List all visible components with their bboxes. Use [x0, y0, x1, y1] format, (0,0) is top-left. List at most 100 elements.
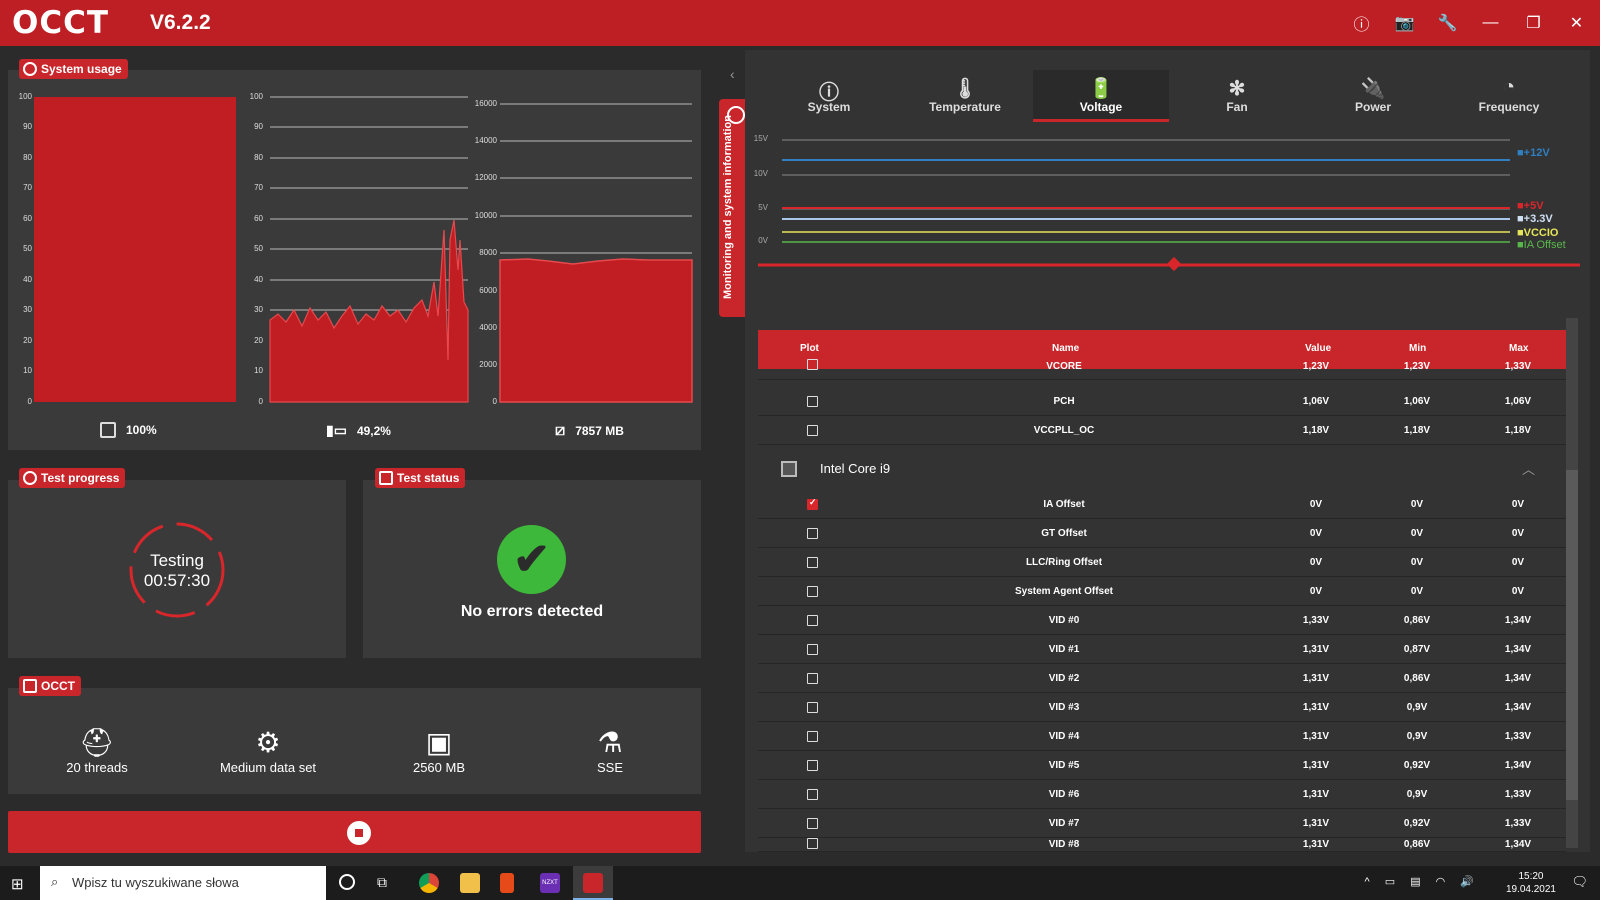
ram-usage-area	[499, 258, 693, 403]
gpu-usage-area	[269, 219, 469, 403]
time-slider-handle[interactable]	[1166, 256, 1182, 272]
cpu-usage-bar	[34, 97, 236, 402]
windows-start-icon[interactable]: ⊞	[11, 876, 24, 893]
close-icon[interactable]: ✕	[1569, 15, 1584, 32]
system-usage-panel: 100 90 80 70 60 50 40 30 20 10 0 100 90 …	[8, 70, 701, 450]
gears-icon: ⚙	[255, 727, 281, 758]
legend-ia-offset: ■IA Offset	[1517, 239, 1566, 251]
sensor-table-header: Plot Name Value Min Max	[758, 330, 1566, 369]
tab-fan[interactable]: ✻ Fan	[1169, 70, 1305, 122]
gpu-usage-value: 49,2%	[356, 423, 391, 438]
cortana-icon[interactable]	[339, 874, 355, 890]
chip-icon: ▣	[425, 727, 453, 758]
plot-checkbox[interactable]	[807, 760, 818, 771]
title-bar: OCCT V6.2.2 ⓘ 📷 🔧 — ❐ ✕	[0, 0, 1600, 46]
nzxt-icon[interactable]: NZXT	[540, 873, 560, 893]
table-row: VID #4 1,31V 0,9V 1,33V	[758, 722, 1566, 751]
cpu-usage-value: 100%	[126, 423, 157, 437]
clipboard-check-icon	[379, 471, 393, 485]
occt-icon	[23, 679, 37, 693]
tab-voltage[interactable]: 🔋 Voltage	[1033, 70, 1169, 122]
occt-taskbar-button[interactable]	[573, 866, 613, 900]
ram-icon: ⧄	[555, 422, 566, 439]
test-progress-status: Testing	[150, 551, 204, 570]
memory-setting: ▣ 2560 MB	[364, 726, 514, 775]
plot-checkbox[interactable]	[807, 396, 818, 407]
collapse-arrow-icon[interactable]: ‹	[730, 66, 735, 82]
occt-app-icon	[583, 873, 603, 893]
wrench-icon[interactable]: 🔧	[1437, 15, 1458, 32]
restore-icon[interactable]: ❐	[1526, 15, 1541, 32]
plot-checkbox[interactable]	[807, 673, 818, 684]
plot-checkbox[interactable]	[807, 644, 818, 655]
table-row: VID #3 1,31V 0,9V 1,34V	[758, 693, 1566, 722]
taskbar-search-input[interactable]: ⌕ Wpisz tu wyszukiwane słowa	[40, 866, 326, 900]
plot-checkbox[interactable]	[807, 497, 818, 510]
plug-icon: 🔌	[1360, 78, 1386, 100]
progress-ring	[129, 522, 225, 618]
plot-checkbox[interactable]	[807, 557, 818, 568]
plot-checkbox[interactable]	[807, 838, 818, 849]
group-checkbox[interactable]	[781, 461, 797, 477]
test-status-panel: ✔ No errors detected	[363, 480, 701, 658]
col-max: Max	[1509, 343, 1529, 354]
chevron-up-icon[interactable]: ︿	[1522, 462, 1536, 477]
info-icon: ⓘ	[819, 82, 839, 104]
office-icon[interactable]	[500, 873, 514, 893]
plot-checkbox[interactable]	[807, 615, 818, 626]
monitoring-panel: ⓘ System 🌡 Temperature 🔋 Voltage ✻ Fan 🔌 Powe…	[745, 50, 1590, 852]
system-tray-icons[interactable]: ^ ▭ ▤ ◠ 🔊	[1364, 876, 1480, 888]
table-row: System Agent Offset 0V 0V 0V	[758, 577, 1566, 606]
camera-icon[interactable]: 📷	[1394, 15, 1415, 32]
plot-checkbox[interactable]	[807, 818, 818, 829]
plot-checkbox[interactable]	[807, 425, 818, 436]
tab-frequency[interactable]: ◔ Frequency	[1441, 70, 1577, 122]
minimize-icon[interactable]: —	[1482, 14, 1499, 31]
info-icon[interactable]: ⓘ	[1353, 17, 1370, 34]
app-version: V6.2.2	[150, 11, 211, 34]
fan-icon: ✻	[1228, 78, 1246, 100]
tab-system[interactable]: ⓘ System	[761, 70, 897, 122]
plot-checkbox[interactable]	[807, 359, 818, 370]
test-status-message: No errors detected	[460, 603, 604, 620]
plot-checkbox[interactable]	[807, 789, 818, 800]
task-view-icon[interactable]: ⧉	[377, 874, 387, 890]
table-row: VID #2 1,31V 0,86V 1,34V	[758, 664, 1566, 693]
plot-checkbox[interactable]	[807, 731, 818, 742]
tab-power[interactable]: 🔌 Power	[1305, 70, 1441, 122]
table-row: IA Offset 0V 0V 0V	[758, 490, 1566, 519]
scrollbar-thumb[interactable]	[1566, 470, 1578, 800]
table-row: VCORE 1,23V 1,23V 1,33V	[758, 358, 1566, 380]
usage-charts	[34, 96, 693, 403]
table-row: GT Offset 0V 0V 0V	[758, 519, 1566, 548]
plot-checkbox[interactable]	[807, 702, 818, 713]
monitoring-tabs: ⓘ System 🌡 Temperature 🔋 Voltage ✻ Fan 🔌 Powe…	[745, 70, 1590, 122]
instruction-set-setting: ⚗ SSE	[535, 726, 685, 775]
gauge-icon	[727, 106, 745, 124]
stop-test-button[interactable]	[8, 811, 701, 853]
system-usage-badge: System usage	[19, 59, 128, 79]
col-value: Value	[1305, 343, 1332, 354]
voltage-chart	[758, 139, 1580, 272]
legend-3v3: ■+3.3V	[1517, 213, 1553, 225]
notification-icon[interactable]: 🗨	[1571, 874, 1588, 889]
stopwatch-icon	[23, 471, 37, 485]
legend-5v: ■+5V	[1517, 200, 1544, 212]
col-name: Name	[1052, 343, 1080, 354]
chrome-icon[interactable]	[419, 873, 439, 893]
table-row: VID #5 1,31V 0,92V 1,34V	[758, 751, 1566, 780]
table-row: VID #8 1,31V 0,86V 1,34V	[758, 838, 1566, 852]
col-min: Min	[1409, 343, 1427, 354]
taskbar-clock[interactable]: 15:20 19.04.2021	[1505, 871, 1556, 895]
group-header-intel-core-i9[interactable]: Intel Core i9 ︿	[758, 446, 1566, 490]
plot-checkbox[interactable]	[807, 528, 818, 539]
tab-temperature[interactable]: 🌡 Temperature	[897, 70, 1033, 122]
test-progress-time: 00:57:30	[143, 571, 211, 590]
file-explorer-icon[interactable]	[460, 873, 480, 893]
gpu-icon: ▮▭	[326, 422, 347, 438]
table-row: VID #6 1,31V 0,9V 1,33V	[758, 780, 1566, 809]
battery-icon: 🔋	[1088, 78, 1114, 100]
flask-icon: ⚗	[597, 727, 623, 758]
plot-checkbox[interactable]	[807, 586, 818, 597]
table-row: PCH 1,06V 1,06V 1,06V	[758, 387, 1566, 416]
